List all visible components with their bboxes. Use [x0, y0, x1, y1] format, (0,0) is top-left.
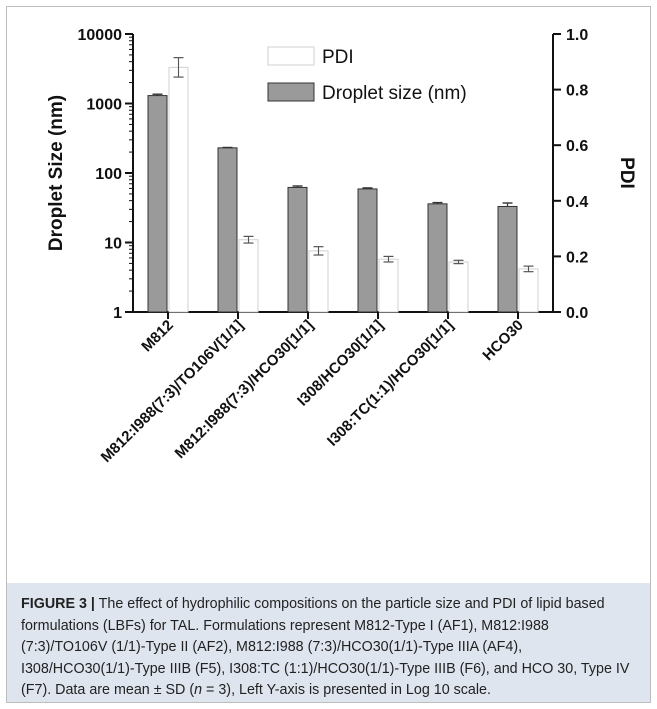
left-axis-ticks: 1 10 100 1000 10000: [78, 27, 133, 322]
legend-swatch-droplet: [267, 82, 315, 102]
legend: PDI Droplet size (nm): [267, 46, 467, 104]
legend-label-pdi: PDI: [322, 47, 354, 68]
right-tick-label: 0.2: [566, 249, 588, 266]
legend-swatch-pdi: [267, 46, 315, 66]
bar-pdi: [308, 250, 329, 313]
left-tick-label: 10000: [78, 27, 123, 44]
caption-text-part1: The effect of hydrophilic compositions o…: [21, 596, 630, 698]
bar-droplet-size: [217, 147, 238, 313]
caption-label: FIGURE 3 |: [21, 596, 95, 612]
left-tick-label: 10: [104, 236, 122, 253]
x-tick-labels: M812M812:I988(7:3)/TO106V[1/1]M812:I988(…: [98, 317, 527, 466]
left-tick-label: 100: [95, 166, 122, 183]
x-tick-label: M812: [138, 317, 177, 356]
bar-droplet-size: [147, 95, 168, 313]
caption-n-symbol: n: [194, 682, 203, 698]
left-axis-title: Droplet Size (nm): [46, 95, 67, 251]
bar-pdi: [448, 261, 469, 313]
x-tick-label: M812:I988(7:3)/HCO30[1/1]: [172, 317, 317, 462]
bar-pdi: [238, 239, 259, 313]
x-tick-label: M812:I988(7:3)/TO106V[1/1]: [98, 317, 247, 466]
right-tick-label: 0.6: [566, 138, 588, 155]
left-tick-label: 1: [113, 305, 122, 322]
bar-droplet-size: [287, 186, 308, 313]
right-tick-label: 0.0: [566, 305, 588, 322]
right-tick-label: 1.0: [566, 27, 588, 44]
bar-droplet-size: [497, 205, 518, 313]
figure-caption: FIGURE 3 | The effect of hydrophilic com…: [7, 583, 650, 702]
caption-text-part2: = 3), Left Y-axis is presented in Log 10…: [202, 682, 491, 698]
bar-droplet-size: [357, 188, 378, 313]
bars-group: [147, 57, 539, 319]
right-axis-ticks: 0.0 0.2 0.4 0.6 0.8 1.0: [553, 27, 588, 322]
bar-pdi: [378, 258, 399, 313]
bar-droplet-size: [427, 203, 448, 313]
x-tick-label: HCO30: [479, 317, 526, 364]
right-tick-label: 0.8: [566, 83, 588, 100]
right-tick-label: 0.4: [566, 194, 588, 211]
bar-pdi: [168, 66, 189, 313]
right-axis-title: PDI: [616, 157, 637, 189]
x-tick-label: I308:TC(1:1)/HCO30[1/1]: [324, 317, 457, 450]
bar-pdi: [518, 268, 539, 313]
left-tick-label: 1000: [86, 97, 122, 114]
legend-label-droplet: Droplet size (nm): [322, 83, 467, 104]
bar-chart: 1 10 100 1000 10000 0.0 0.2 0.4 0.6 0.8 1.0 M812M…: [46, 27, 637, 466]
